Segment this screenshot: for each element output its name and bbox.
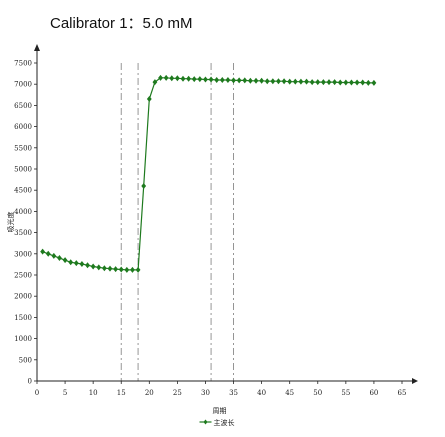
data-point	[85, 262, 90, 269]
data-point	[219, 76, 225, 83]
y-tick-label-9: 4500	[14, 187, 32, 195]
y-tick-label-12: 6000	[14, 123, 32, 131]
y-tick-label-3: 1500	[14, 314, 32, 322]
data-point	[320, 79, 326, 86]
data-point	[253, 77, 259, 84]
data-point	[349, 79, 354, 86]
data-point	[236, 77, 242, 84]
data-point	[45, 250, 51, 257]
x-tick-label-5: 25	[173, 389, 182, 397]
data-point	[169, 75, 175, 82]
data-point	[57, 255, 62, 262]
data-point	[180, 75, 186, 82]
data-point	[130, 266, 135, 273]
chart-title: Calibrator 1：5.0 mM	[50, 15, 193, 32]
data-point	[343, 79, 349, 86]
data-point	[68, 259, 74, 266]
data-point	[270, 78, 276, 85]
series-line-0	[42, 77, 374, 271]
data-point	[298, 78, 304, 85]
y-tick-label-10: 5000	[14, 166, 32, 174]
data-point	[287, 78, 293, 85]
data-point	[231, 77, 236, 84]
y-axis-arrow	[34, 44, 40, 51]
x-tick-label-9: 45	[285, 389, 294, 397]
data-point	[208, 76, 214, 83]
data-point	[107, 265, 113, 272]
data-point	[62, 257, 68, 264]
x-tick-label-4: 20	[145, 389, 154, 397]
data-point	[40, 248, 46, 255]
data-point	[101, 265, 107, 272]
y-tick-label-8: 4000	[14, 208, 32, 216]
data-point	[135, 266, 141, 273]
data-point	[163, 74, 169, 81]
data-point	[96, 264, 102, 271]
data-point	[259, 77, 265, 84]
data-point	[191, 76, 197, 83]
data-point	[276, 78, 281, 85]
y-tick-label-2: 1000	[14, 335, 32, 343]
data-point	[186, 75, 192, 82]
legend-label: 主波长	[214, 418, 235, 427]
data-point	[332, 79, 338, 86]
data-point	[113, 266, 119, 273]
x-tick-label-12: 60	[369, 389, 378, 397]
data-point	[326, 79, 332, 86]
x-axis-arrow	[412, 378, 418, 384]
data-point	[203, 76, 208, 83]
data-point	[315, 79, 321, 86]
y-tick-label-0: 0	[28, 378, 32, 386]
x-axis-label: 周期	[213, 407, 227, 415]
data-point	[73, 260, 79, 267]
y-tick-label-11: 5500	[14, 144, 32, 152]
data-point	[309, 79, 315, 86]
data-point	[158, 74, 163, 81]
data-point	[247, 77, 253, 84]
data-point	[365, 79, 371, 86]
y-tick-label-14: 7000	[14, 81, 32, 89]
data-point	[90, 263, 96, 270]
x-tick-label-0: 0	[35, 389, 39, 397]
x-tick-label-1: 5	[63, 389, 67, 397]
y-axis-label: 吸光度	[6, 212, 15, 233]
data-point	[124, 266, 130, 273]
x-tick-label-6: 30	[201, 389, 210, 397]
data-point	[118, 266, 124, 273]
data-point	[292, 78, 298, 85]
data-point	[281, 78, 287, 85]
data-point	[141, 182, 147, 189]
data-point	[225, 76, 231, 83]
y-tick-label-6: 3000	[14, 250, 32, 258]
y-tick-label-5: 2500	[14, 272, 32, 280]
data-point	[304, 78, 309, 85]
x-tick-label-13: 65	[398, 389, 407, 397]
data-point	[146, 96, 152, 103]
y-tick-label-15: 7500	[14, 60, 32, 68]
x-tick-label-11: 55	[341, 389, 350, 397]
y-tick-label-7: 3500	[14, 229, 32, 237]
data-point	[264, 78, 270, 85]
x-tick-label-3: 15	[117, 389, 126, 397]
data-point	[174, 75, 180, 82]
y-tick-label-13: 6500	[14, 102, 32, 110]
data-point	[152, 79, 158, 86]
x-tick-label-10: 50	[313, 389, 322, 397]
data-point	[360, 79, 366, 86]
data-point	[51, 252, 57, 259]
x-tick-label-8: 40	[257, 389, 266, 397]
x-tick-label-2: 10	[89, 389, 98, 397]
data-point	[197, 76, 203, 83]
data-point	[337, 79, 343, 86]
legend-swatch-marker	[203, 419, 208, 425]
data-point	[354, 79, 360, 86]
data-point	[242, 77, 248, 84]
y-tick-label-1: 500	[19, 356, 32, 364]
y-tick-label-4: 2000	[14, 293, 32, 301]
data-point	[214, 76, 220, 83]
data-point	[79, 260, 85, 267]
x-tick-label-7: 35	[229, 389, 238, 397]
data-point	[371, 79, 377, 86]
